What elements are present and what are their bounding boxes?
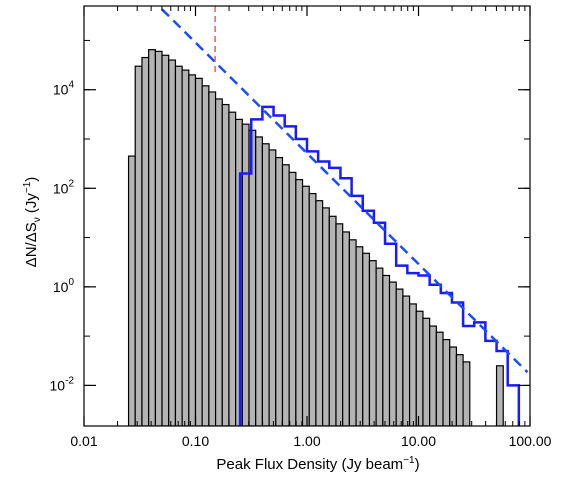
histogram-bar — [449, 346, 458, 426]
histogram-bar — [208, 91, 217, 426]
fit-line — [161, 8, 529, 374]
histogram-bar — [415, 310, 424, 426]
histogram-bar — [127, 155, 136, 426]
y-tick-label: 104 — [53, 80, 75, 98]
histogram-bar — [455, 354, 464, 426]
y-tick-label: 100 — [53, 277, 75, 295]
histogram-bar — [148, 49, 157, 426]
histogram-bar — [221, 103, 230, 426]
blue-step-histogram — [238, 105, 521, 426]
x-tick-label: 0.01 — [70, 433, 97, 449]
histogram-bar — [408, 303, 417, 426]
histogram-bar — [335, 223, 344, 426]
gray-histogram-bars — [127, 49, 504, 426]
histogram-bar — [348, 239, 357, 426]
histogram-bar — [402, 295, 411, 426]
x-tick-label: 100.00 — [509, 433, 552, 449]
x-tick-label: 1.00 — [293, 433, 320, 449]
step-histogram-line — [238, 105, 521, 426]
histogram-bar — [241, 123, 250, 426]
y-tick-label: 102 — [53, 178, 75, 196]
histogram-bar — [435, 331, 444, 426]
histogram-bar — [368, 260, 377, 426]
histogram-bar — [295, 179, 304, 426]
x-tick-label: 10.00 — [401, 433, 436, 449]
histogram-bar — [154, 50, 163, 426]
plot-axes: 0.01 0.10 1.00 10.00 100.00 10-2 100 102 104 — [50, 5, 552, 449]
histogram-bar — [281, 164, 290, 426]
histogram-bar — [442, 338, 451, 426]
histogram-bar — [261, 143, 270, 426]
histogram-bar — [422, 317, 431, 426]
overlay-lines — [161, 6, 529, 374]
histogram-bar — [214, 98, 223, 426]
x-tick-label: 0.10 — [182, 433, 209, 449]
histogram-bar — [275, 156, 284, 426]
histogram-bar — [201, 85, 210, 426]
histogram-bar — [328, 215, 337, 426]
histogram-bar — [362, 252, 371, 426]
histogram-bar — [228, 111, 237, 426]
histogram-bar — [141, 56, 150, 426]
histogram-bar — [188, 74, 197, 426]
histogram-bar — [342, 231, 350, 426]
histogram-bar — [288, 171, 297, 426]
histogram-bar — [395, 288, 404, 426]
histogram-bar — [255, 136, 263, 426]
x-axis-label: Peak Flux Density (Jy beam−1) — [216, 455, 419, 473]
histogram-bar — [308, 192, 317, 426]
y-axis-label: ΔN/ΔSν (Jy−1) — [22, 177, 43, 268]
histogram-bar — [322, 207, 330, 426]
histogram-bar — [495, 365, 504, 426]
axis-labels: Peak Flux Density (Jy beam−1) ΔN/ΔSν (Jy… — [22, 177, 420, 473]
histogram-bar — [168, 59, 177, 426]
histogram-bar — [315, 200, 324, 426]
histogram-bar — [462, 361, 471, 426]
histogram-bar — [355, 246, 364, 426]
histogram-bar — [134, 65, 143, 426]
histogram-bar — [382, 274, 391, 426]
histogram-bar — [181, 69, 190, 426]
histogram-bar — [301, 185, 310, 426]
histogram-bar — [375, 267, 384, 426]
histogram-bar — [174, 65, 183, 426]
histogram-bar — [268, 149, 277, 426]
histogram-bar — [161, 54, 170, 426]
y-tick-label: 10-2 — [50, 375, 75, 393]
histogram-bar — [194, 77, 203, 426]
histogram-bar — [429, 325, 437, 426]
histogram-bar — [388, 281, 397, 426]
